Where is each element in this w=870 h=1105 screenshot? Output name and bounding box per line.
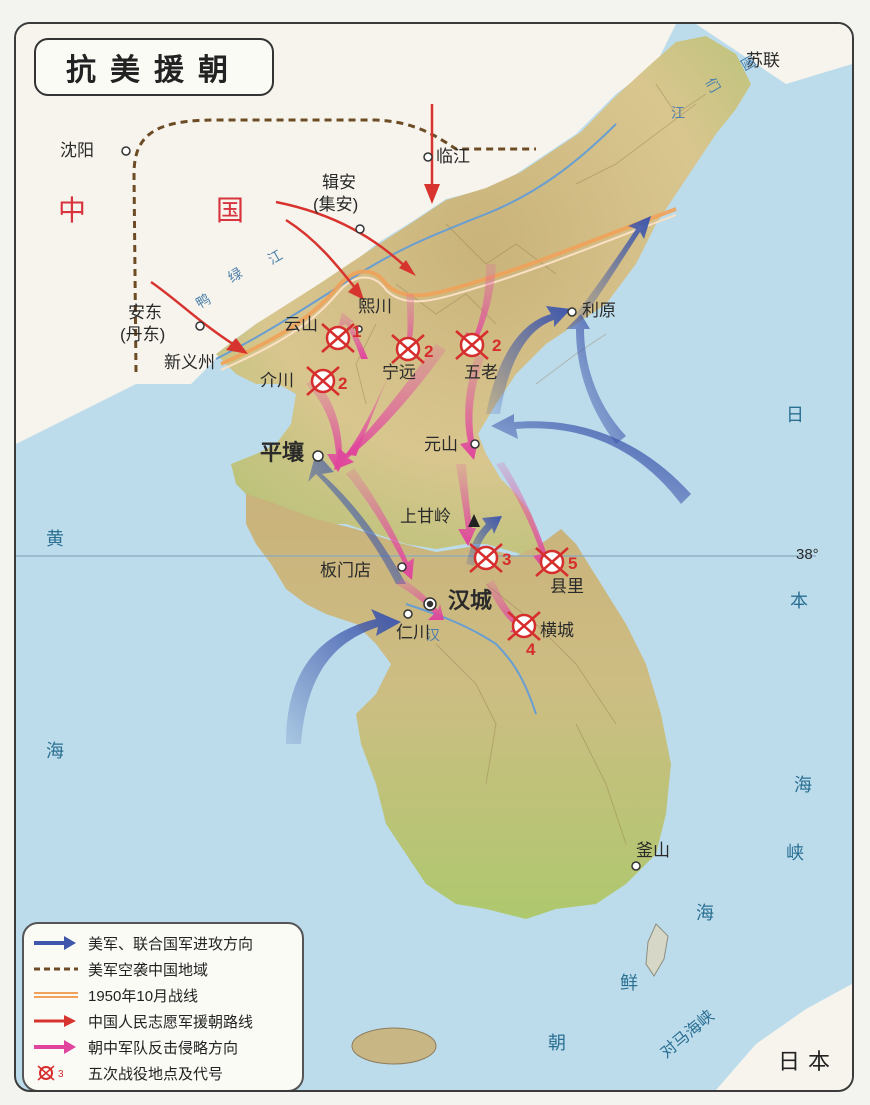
legend-label-us-offensive: 美军、联合国军进攻方向 [88,935,254,953]
sea-korea-strait-1: 海 [696,903,714,923]
battle-site-4 [507,611,541,641]
legend-label-battle-sites: 五次战役地点及代号 [88,1065,224,1083]
map-frame: 抗美援朝 中 国 苏联 日本 鸭 绿 江 们 图 江 汉 沈阳 临江 辑安 (集… [14,22,854,1092]
label-tumen-3: 江 [671,105,685,121]
legend-battle-site-sample-number: 3 [58,1069,64,1080]
sea-korea-strait-3: 朝 [548,1033,566,1053]
battle-number-2b: 2 [492,336,502,355]
city-incheon: 仁川 [396,623,430,642]
north-korea-land [216,36,751,554]
legend-blue-arrow-icon [34,936,76,950]
city-wonsan: 元山 [424,435,458,454]
label-japan: 日本 [777,1049,838,1074]
sea-yellow-1: 黄 [46,529,64,549]
south-korea-land [246,494,671,919]
front-line-1950-10 [220,207,677,366]
sea-japan-3: 海 [794,775,812,795]
city-jian-alt: (集安) [313,195,359,214]
city-sanggamryong: 上甘岭 [400,507,451,526]
label-china-2: 国 [216,195,247,226]
city-riwon: 利原 [582,301,616,320]
city-jian: 辑安 [322,173,356,192]
sea-strait-1: 峡 [786,843,804,863]
legend-label-cpv-route: 中国人民志愿军援朝路线 [88,1013,254,1031]
us-un-offensive-arrows [286,216,691,744]
city-busan: 釜山 [636,841,670,860]
sea-japan-1: 日 [786,405,804,425]
legend-dashed-line-icon [34,967,78,971]
yalu-river [215,123,617,360]
china-land [16,24,676,444]
legend-pink-arrow-icon [34,1040,76,1054]
battle-site-1 [321,323,355,353]
legend-row-battle-sites: 3 五次战役地点及代号 [32,1062,223,1084]
city-kaechon: 介川 [260,371,294,390]
legend-row-cpv-route: 中国人民志愿军援朝路线 [32,1010,253,1032]
battle-site-3 [469,543,503,573]
city-hoengseong: 横城 [540,621,574,640]
battle-number-2a: 2 [424,342,434,361]
sea-korea-strait-2: 鲜 [620,973,638,993]
jeju-island [351,1027,437,1065]
cpv-route-arrows [150,104,440,354]
city-andong-alt: (丹东) [120,325,166,344]
sanggamryong-peak [468,514,480,527]
legend: 美军、联合国军进攻方向 美军空袭中国地域 1950年10月战线 中国人民志愿军援… [22,922,304,1090]
legend-battle-site-icon: 3 [37,1065,64,1081]
city-seoul: 汉城 [448,588,493,613]
city-onoro: 五老 [464,363,498,382]
city-pyongyang: 平壤 [260,440,305,465]
battle-number-2c: 2 [338,374,348,393]
label-ussr: 苏联 [746,51,780,70]
city-panmunjom: 板门店 [320,561,371,580]
sea-japan-2: 本 [790,591,808,611]
legend-row-front-line: 1950年10月战线 [32,984,198,1006]
legend-double-line-icon [34,992,78,998]
battle-site-2a [391,334,425,364]
terrain-shading [355,83,707,845]
battle-sites [306,323,569,641]
city-shenyang: 沈阳 [60,141,94,160]
battle-number-3: 3 [502,550,512,569]
battle-number-4: 4 [526,640,536,659]
han-river [405,603,537,715]
city-huichon: 熙川 [358,297,392,316]
map-title-box: 抗美援朝 [34,38,274,96]
label-han-river: 汉 [426,627,440,643]
city-andong: 安东 [128,303,162,322]
battle-site-2b [455,330,489,360]
ussr-land [696,24,852,84]
legend-label-front-line: 1950年10月战线 [88,987,199,1005]
city-yongwon: 宁远 [382,363,416,382]
label-china-1: 中 [58,195,89,226]
legend-red-arrow-icon [34,1015,76,1027]
legend-row-us-offensive: 美军、联合国军进攻方向 [32,932,253,954]
sea-yellow-2: 海 [46,741,64,761]
legend-row-air-raid: 美军空袭中国地域 [32,958,208,980]
tsushima-island [645,923,669,977]
battle-number-1: 1 [352,322,362,341]
city-dots [121,146,641,871]
city-unsan: 云山 [284,315,318,334]
city-linjiang: 临江 [436,147,470,166]
legend-label-counterattack: 朝中军队反击侵略方向 [88,1039,239,1057]
japan-land [716,984,852,1090]
battle-number-5: 5 [568,554,578,573]
label-38-parallel: 38° [796,546,819,563]
legend-label-air-raid: 美军空袭中国地域 [88,961,209,979]
battle-site-2c [306,366,340,396]
battle-site-5 [535,547,569,577]
korea-map [16,24,852,1090]
legend-row-counterattack: 朝中军队反击侵略方向 [32,1036,238,1058]
map-title: 抗美援朝 [66,53,242,88]
city-hyonri: 县里 [550,577,584,596]
us-air-raid-boundary [132,118,536,373]
city-sinuiju: 新义州 [164,353,215,372]
